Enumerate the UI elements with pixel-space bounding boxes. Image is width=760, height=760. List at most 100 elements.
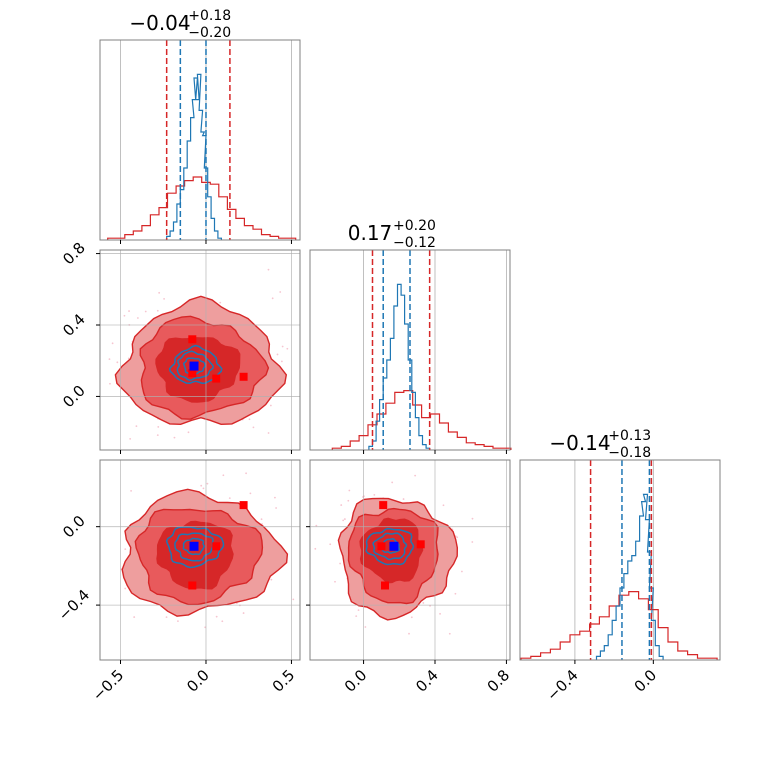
- sample-dot: [219, 301, 222, 304]
- red-marker-2: [377, 542, 386, 551]
- panel-title-3-minus: −0.18: [608, 445, 651, 461]
- sample-dot: [322, 543, 324, 545]
- x-tick-label-col1-3: 0.5: [269, 666, 299, 696]
- sample-dot: [136, 317, 139, 319]
- scatter-panel-1: [18, 249, 345, 456]
- sample-dot: [249, 492, 252, 495]
- blue-marker: [189, 361, 199, 371]
- red-marker-4: [239, 372, 248, 381]
- red-contour-3: [156, 520, 234, 590]
- sample-dot: [215, 615, 218, 618]
- hist-1-red-series: [107, 176, 297, 240]
- panel-title-2-plus: +0.20: [393, 218, 436, 234]
- panel-title-2-minus: −0.12: [393, 235, 436, 251]
- hist-2-blue-series: [368, 283, 431, 450]
- sample-dot: [108, 358, 111, 361]
- hist-2-frame: [309, 249, 511, 451]
- sample-dot: [270, 578, 273, 581]
- sample-dot: [163, 297, 165, 300]
- scatter-panel-3-inner: [292, 460, 510, 660]
- sample-dot: [348, 489, 351, 492]
- scatter-panel-1-inner: [18, 250, 345, 456]
- y-tick-label-row2-2: 0.4: [59, 310, 89, 340]
- sample-dot: [280, 360, 283, 363]
- red-marker-1: [188, 335, 197, 344]
- y-tick-label-row3-1: −0.4: [55, 586, 93, 624]
- sample-dot: [422, 602, 425, 604]
- scatter-panel-2-inner: [100, 460, 324, 660]
- sample-dot: [343, 518, 346, 520]
- sample-dot: [135, 425, 138, 428]
- sample-dot: [461, 570, 463, 573]
- blue-marker: [389, 541, 399, 551]
- sample-dot: [109, 382, 111, 385]
- red-marker-4: [381, 581, 389, 590]
- blue-contour-2: [176, 350, 214, 381]
- blue-contour-3: [182, 357, 206, 376]
- hist-2-red-series: [331, 390, 512, 450]
- scatter-panel-3: [292, 459, 511, 661]
- sample-dot: [158, 291, 161, 294]
- sample-dot: [202, 487, 205, 490]
- red-marker-3: [212, 374, 221, 383]
- hist-3-red-series: [520, 591, 718, 660]
- sample-dot: [127, 357, 130, 360]
- red-marker-1: [239, 501, 248, 510]
- red-marker-3: [188, 581, 197, 590]
- x-tick-label-col3-2: 0.0: [631, 666, 661, 696]
- sample-dot: [391, 481, 394, 484]
- sample-dot: [156, 434, 159, 437]
- sample-dot: [222, 474, 225, 477]
- x-tick-label-col2-2: 0.4: [412, 666, 442, 696]
- sample-dot: [454, 592, 457, 595]
- sample-dot: [185, 454, 187, 456]
- hist-3-frame: [519, 459, 721, 661]
- sample-dot: [274, 496, 276, 499]
- sample-dot: [157, 426, 160, 428]
- y-tick-label-row3-2: 0.0: [59, 512, 89, 542]
- sample-dot: [130, 489, 132, 492]
- sample-dot: [343, 365, 345, 367]
- sample-dot: [124, 587, 127, 590]
- x-tick-label-col2-3: 0.8: [484, 666, 514, 696]
- sample-dot: [339, 562, 342, 565]
- sample-dot: [355, 615, 358, 618]
- hist-3-blue-series: [595, 493, 664, 660]
- x-tick-label-col1-2: 0.0: [183, 666, 213, 696]
- sample-dot: [248, 418, 251, 421]
- y-tick-label-row2-1: 0.0: [59, 382, 89, 412]
- panel-title-1-minus: −0.20: [188, 25, 231, 41]
- sample-dot: [292, 561, 294, 563]
- sample-dot: [471, 541, 474, 543]
- sample-dot: [414, 474, 417, 477]
- hist-panel-2: 0.17 +0.20−0.12: [309, 218, 512, 451]
- x-tick-label-col1-1: −0.5: [89, 666, 127, 704]
- panel-title-2: 0.17: [348, 221, 393, 245]
- hist-panel-3: −0.14+0.13−0.18: [519, 428, 721, 661]
- sample-dot: [442, 504, 445, 507]
- hist-1-blue-series: [166, 73, 222, 240]
- red-marker-3: [416, 540, 425, 549]
- sample-dot: [315, 524, 318, 527]
- blue-contour-1: [168, 344, 223, 384]
- sample-dot: [329, 543, 332, 546]
- sample-dot: [94, 375, 96, 377]
- sample-dot: [18, 323, 20, 325]
- sample-dot: [221, 620, 224, 623]
- sample-dot: [471, 517, 474, 520]
- sample-dot: [286, 347, 289, 350]
- sample-dot: [111, 342, 114, 345]
- sample-dot: [124, 548, 127, 551]
- sample-dot: [281, 345, 284, 348]
- scatter-panel-2-frame: [99, 459, 301, 661]
- blue-contour-2: [174, 532, 214, 562]
- sample-dot: [269, 404, 272, 407]
- sample-dot: [156, 309, 159, 312]
- sample-dot: [267, 432, 270, 434]
- panel-title-3: −0.14: [549, 431, 610, 455]
- sample-dot: [123, 314, 126, 317]
- sample-dot: [144, 310, 147, 313]
- sample-dot: [271, 297, 274, 300]
- sample-dot: [267, 268, 270, 271]
